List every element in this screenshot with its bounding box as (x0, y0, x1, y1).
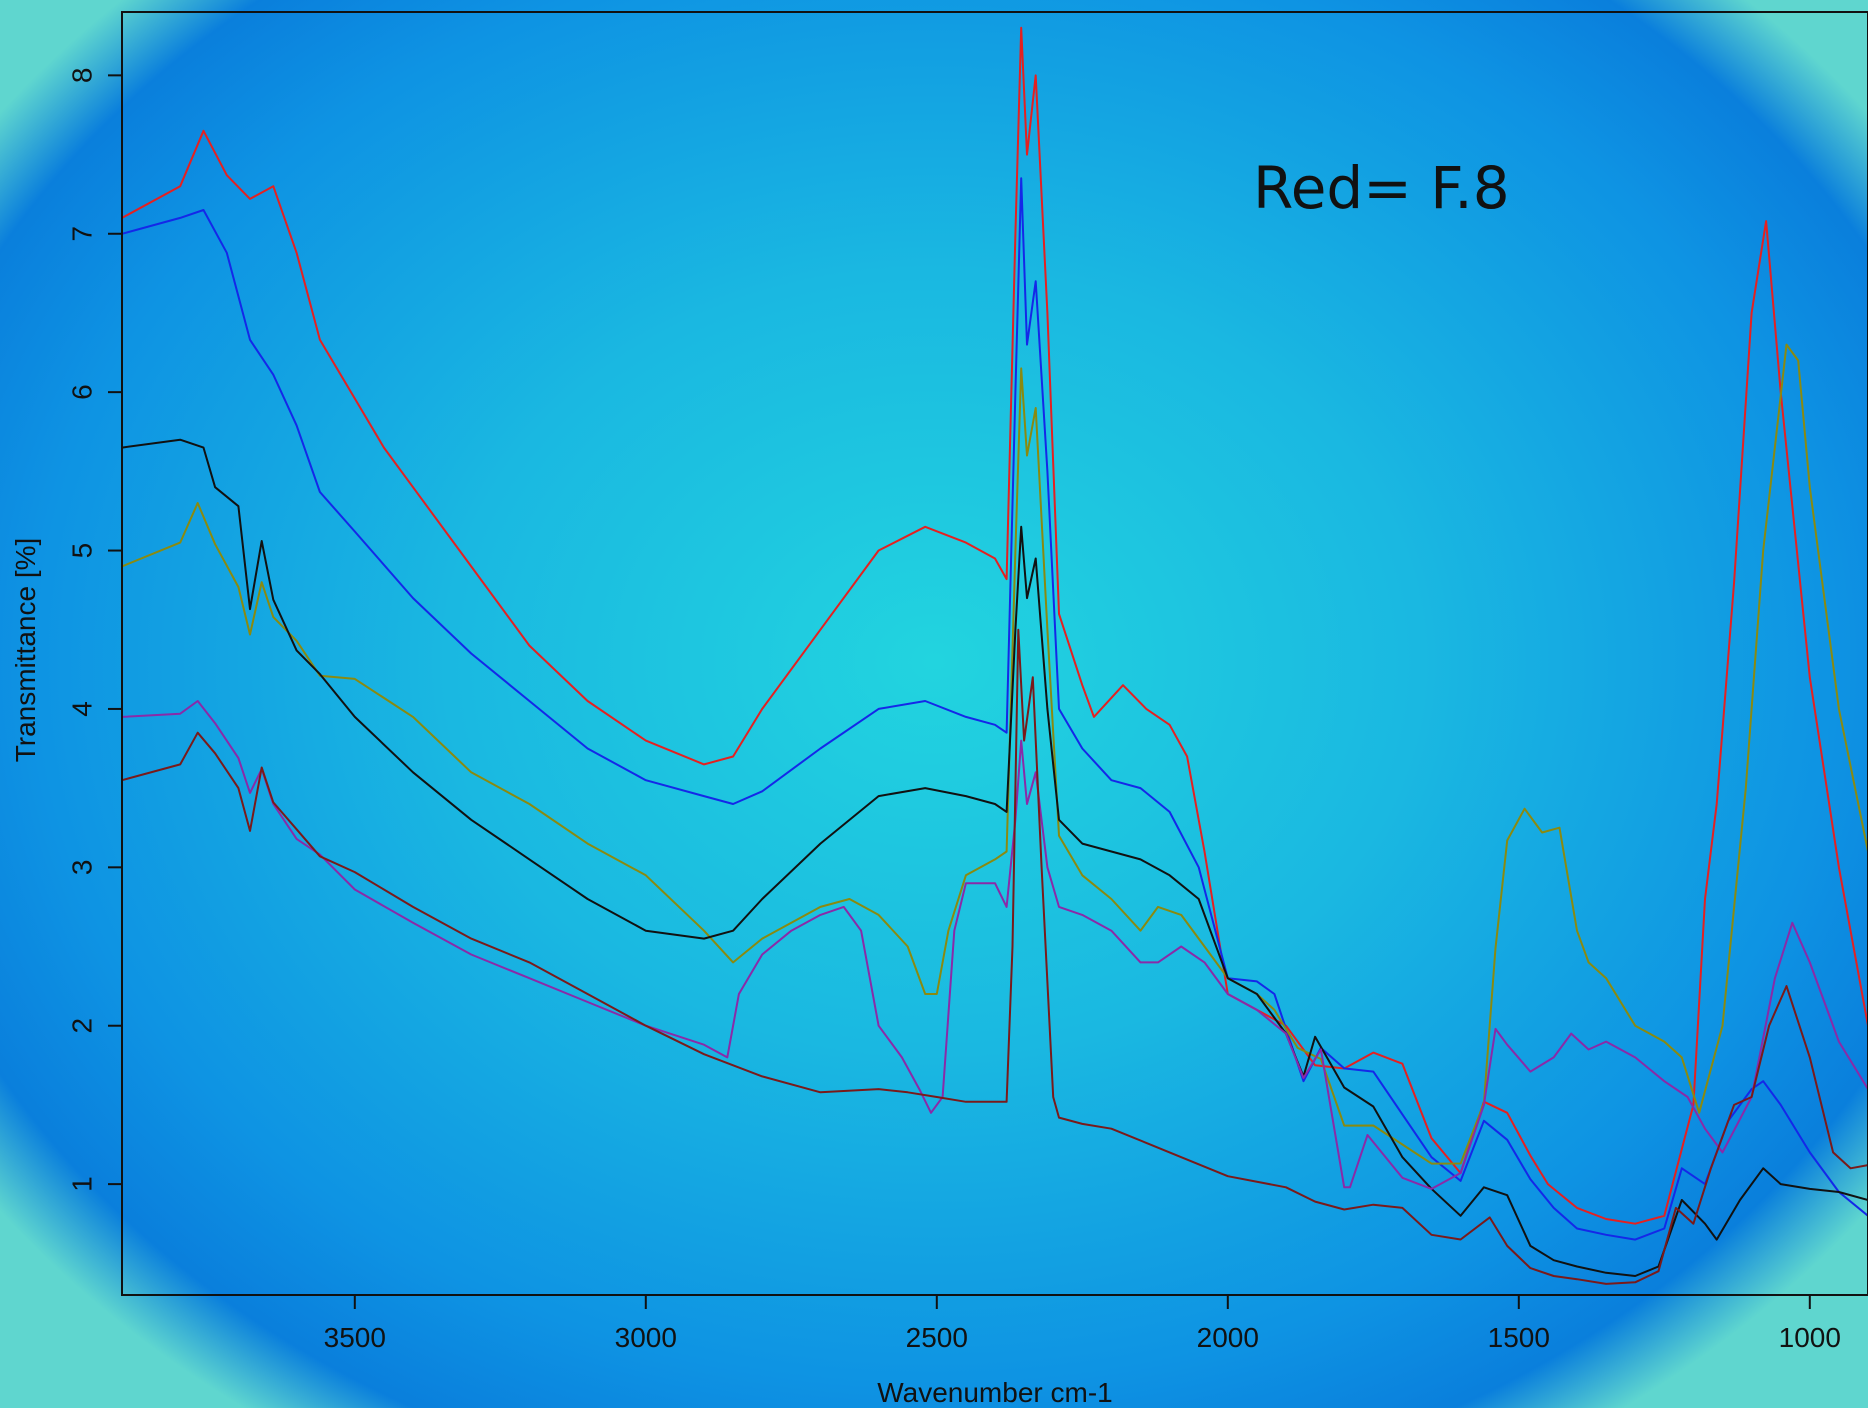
y-tick-label: 2 (66, 1018, 97, 1034)
legend-annotation-red: Red= F.8 (1253, 154, 1510, 222)
spectrum-series-5 (121, 700, 1868, 1190)
x-tick-label: 1000 (1779, 1322, 1841, 1353)
x-tick-label: 1500 (1488, 1322, 1550, 1353)
spectrum-series-1 (121, 26, 1868, 1225)
y-tick-label: 3 (66, 860, 97, 876)
spectrum-series-2 (121, 177, 1868, 1241)
plot-frame (121, 11, 1868, 1296)
y-tick-label: 8 (66, 68, 97, 84)
y-tick-label: 6 (66, 384, 97, 400)
y-axis-title: Transmittance [%] (10, 538, 41, 763)
spectrum-series-4 (121, 438, 1868, 1277)
x-tick-label: 3000 (615, 1322, 677, 1353)
x-tick-label: 2500 (906, 1322, 968, 1353)
y-tick-label: 5 (66, 543, 97, 559)
x-axis-title: Wavenumber cm-1 (877, 1377, 1112, 1408)
x-axis: 3500 3000 2500 2000 1500 1000 (324, 1295, 1841, 1353)
x-tick-label: 3500 (324, 1322, 386, 1353)
y-tick-label: 7 (66, 226, 97, 242)
x-tick-label: 2000 (1197, 1322, 1259, 1353)
y-tick-label: 4 (66, 701, 97, 717)
spectrum-series-6 (121, 628, 1868, 1285)
series-layer (121, 26, 1868, 1285)
y-tick-label: 1 (66, 1176, 97, 1192)
y-axis: 1 2 3 4 5 6 7 8 (66, 68, 122, 1192)
spectrum-series-3 (121, 343, 1868, 1165)
